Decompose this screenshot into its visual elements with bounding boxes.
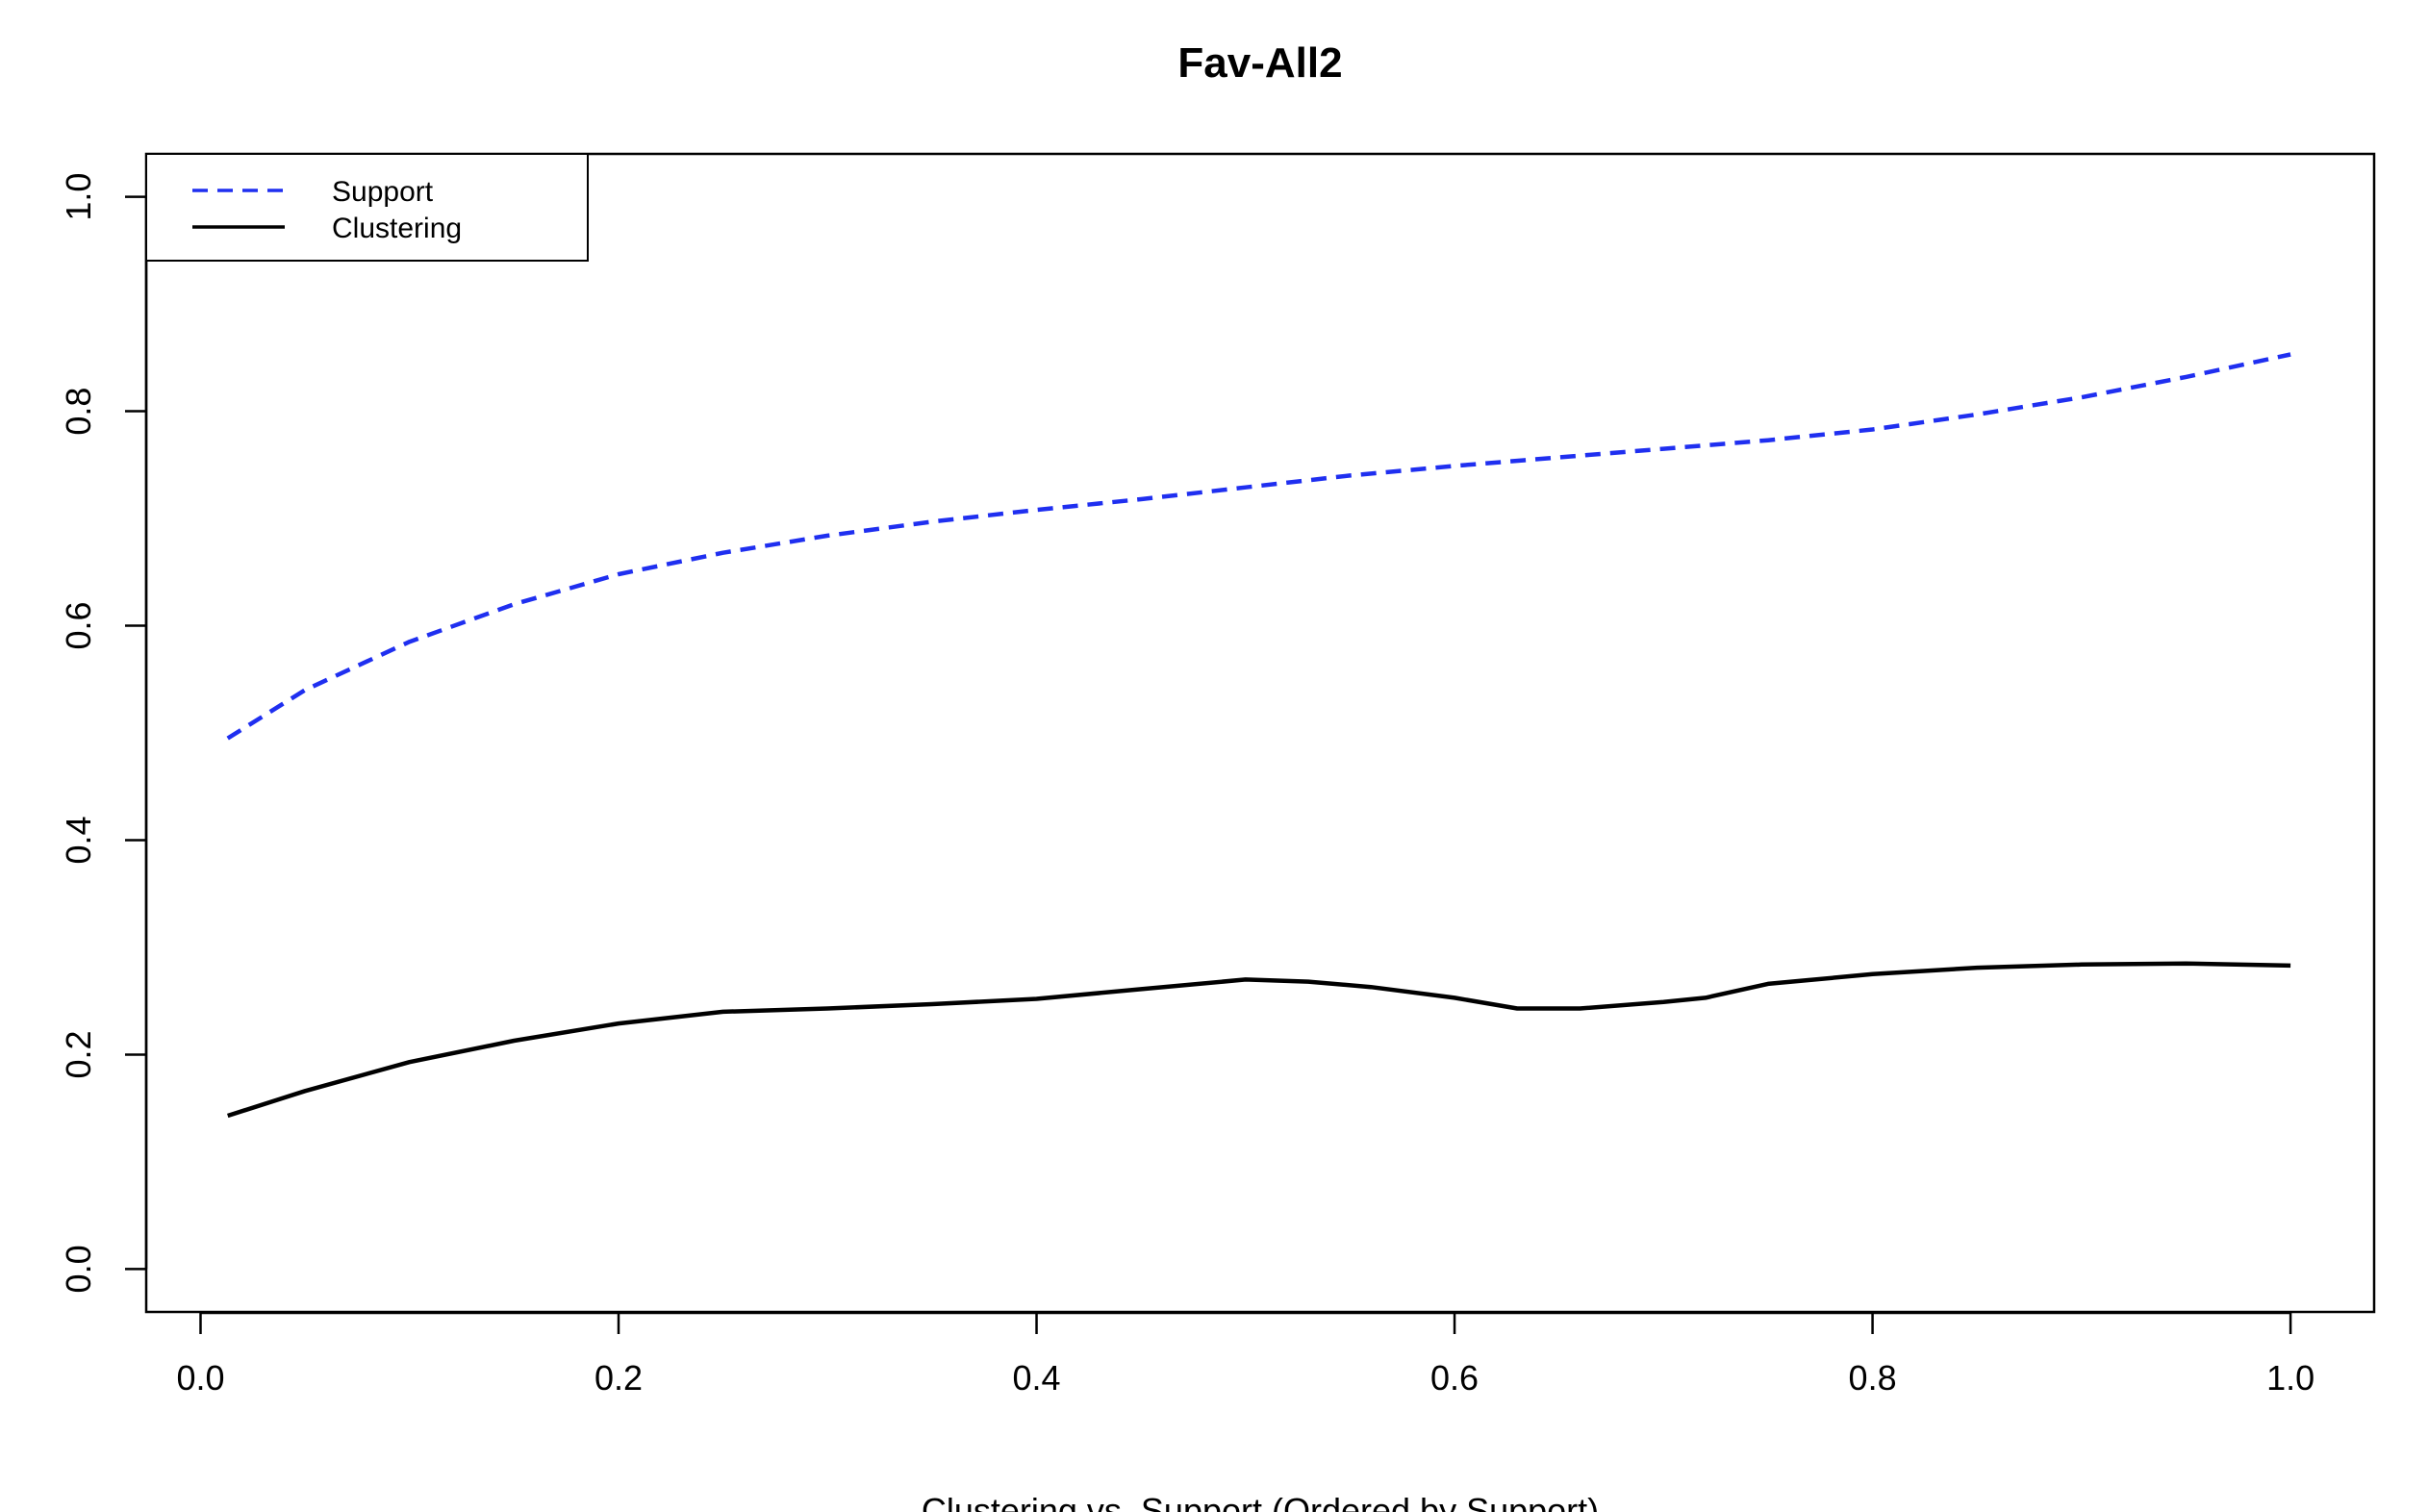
legend-box <box>145 153 589 262</box>
x-tick-label: 0.2 <box>594 1358 643 1398</box>
x-tick-label: 0.6 <box>1430 1358 1479 1398</box>
y-tick-label: 0.8 <box>59 388 98 436</box>
legend: Support Clustering <box>145 153 589 262</box>
series-layer <box>226 352 2291 1119</box>
y-tick-label: 0.0 <box>59 1245 98 1293</box>
x-tick-label: 0.0 <box>176 1358 224 1398</box>
plot-area-frame <box>144 152 2376 1314</box>
legend-label-support: Support <box>332 176 434 208</box>
y-tick-label: 0.6 <box>59 601 98 649</box>
x-tick-label: 0.4 <box>1013 1358 1061 1398</box>
series-line-clustering <box>227 961 2291 1119</box>
y-tick-label: 0.2 <box>59 1030 98 1078</box>
x-axis-label: Clustering vs. Support (Ordered by Suppo… <box>922 1491 1599 1512</box>
series-line-support <box>226 352 2291 741</box>
legend-label-clustering: Clustering <box>332 213 462 244</box>
x-axis: 0.0 0.2 0.4 0.6 0.8 1.0 <box>176 1311 2314 1398</box>
chart-title: Fav-All2 <box>1177 39 1342 87</box>
x-tick-label: 0.8 <box>1849 1358 1897 1398</box>
y-axis: 0.0 0.2 0.4 0.6 0.8 1.0 <box>59 173 148 1293</box>
y-tick-label: 1.0 <box>59 173 98 221</box>
y-tick-label: 0.4 <box>59 816 98 864</box>
x-tick-label: 1.0 <box>2266 1358 2314 1398</box>
